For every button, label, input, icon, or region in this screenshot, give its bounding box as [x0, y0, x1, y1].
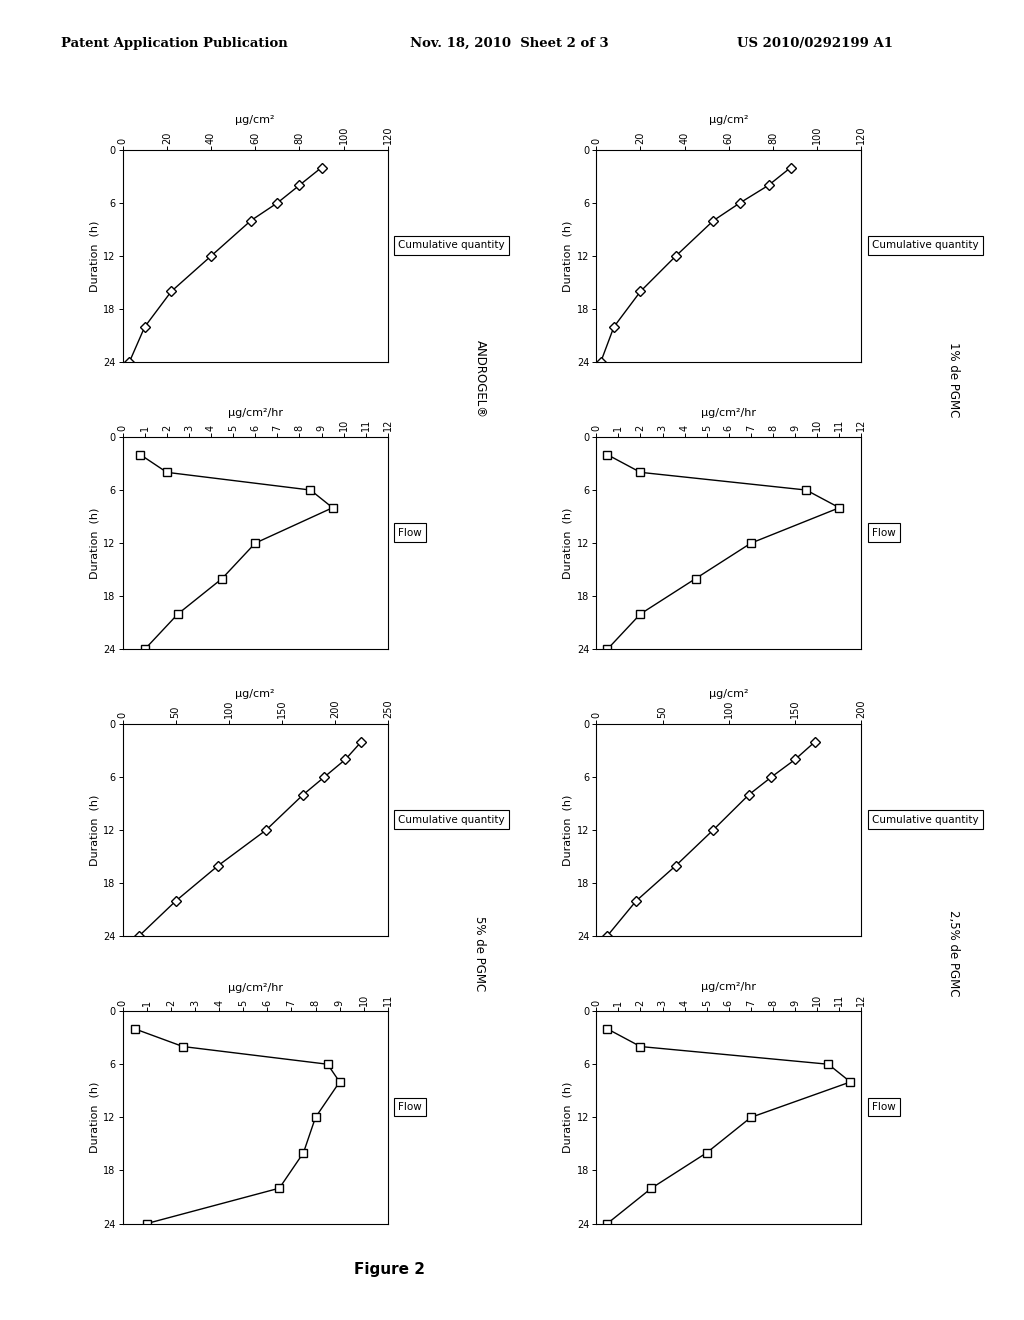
Text: Flow: Flow	[872, 1102, 896, 1111]
Text: US 2010/0292199 A1: US 2010/0292199 A1	[737, 37, 893, 50]
Text: Flow: Flow	[398, 1102, 422, 1111]
Text: Figure 2: Figure 2	[353, 1262, 425, 1276]
Text: ANDROGEL®: ANDROGEL®	[473, 341, 486, 418]
Text: Flow: Flow	[398, 528, 422, 537]
X-axis label: μg/cm²/hr: μg/cm²/hr	[227, 408, 283, 418]
X-axis label: μg/cm²: μg/cm²	[709, 115, 749, 125]
Y-axis label: Duration  (h): Duration (h)	[89, 220, 99, 292]
Y-axis label: Duration  (h): Duration (h)	[563, 507, 572, 579]
Y-axis label: Duration  (h): Duration (h)	[563, 1081, 572, 1154]
Text: Cumulative quantity: Cumulative quantity	[872, 240, 979, 251]
Text: 5% de PGMC: 5% de PGMC	[473, 916, 486, 991]
Text: Nov. 18, 2010  Sheet 2 of 3: Nov. 18, 2010 Sheet 2 of 3	[410, 37, 608, 50]
X-axis label: μg/cm²: μg/cm²	[236, 115, 275, 125]
Y-axis label: Duration  (h): Duration (h)	[89, 795, 99, 866]
Y-axis label: Duration  (h): Duration (h)	[563, 220, 572, 292]
X-axis label: μg/cm²/hr: μg/cm²/hr	[701, 408, 757, 418]
Text: Cumulative quantity: Cumulative quantity	[872, 814, 979, 825]
X-axis label: μg/cm²/hr: μg/cm²/hr	[227, 982, 283, 993]
Text: 1% de PGMC: 1% de PGMC	[947, 342, 961, 417]
X-axis label: μg/cm²/hr: μg/cm²/hr	[701, 982, 757, 993]
X-axis label: μg/cm²: μg/cm²	[236, 689, 275, 700]
Text: Cumulative quantity: Cumulative quantity	[398, 814, 505, 825]
Y-axis label: Duration  (h): Duration (h)	[563, 795, 572, 866]
Text: Cumulative quantity: Cumulative quantity	[398, 240, 505, 251]
Text: Flow: Flow	[872, 528, 896, 537]
Text: Patent Application Publication: Patent Application Publication	[61, 37, 288, 50]
Text: 2,5% de PGMC: 2,5% de PGMC	[947, 911, 961, 997]
Y-axis label: Duration  (h): Duration (h)	[89, 507, 99, 579]
X-axis label: μg/cm²: μg/cm²	[709, 689, 749, 700]
Y-axis label: Duration  (h): Duration (h)	[89, 1081, 99, 1154]
